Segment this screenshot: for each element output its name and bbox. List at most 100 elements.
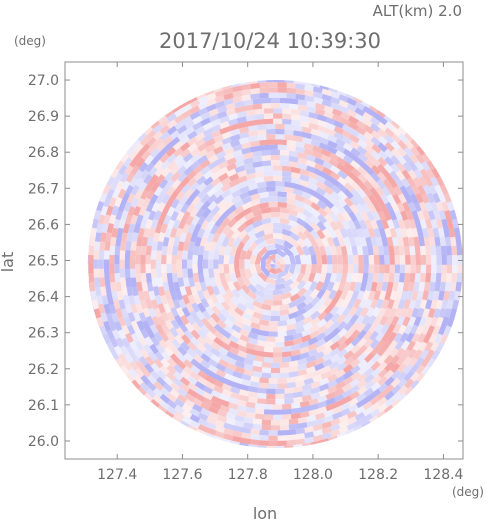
radar-cell (354, 236, 362, 247)
radar-cell (329, 354, 341, 364)
radar-cell (220, 329, 232, 339)
radar-cell (127, 294, 136, 305)
radar-cell (286, 202, 297, 211)
radar-cell (451, 299, 459, 311)
radar-cell (283, 340, 294, 347)
radar-cell (318, 383, 330, 392)
radar-cell (334, 381, 346, 391)
radar-cell (270, 305, 281, 311)
radar-cell (192, 254, 198, 265)
radar-cell (98, 349, 108, 361)
radar-cell (322, 172, 334, 182)
radar-cell (111, 187, 121, 199)
radar-cell (435, 201, 444, 213)
radar-cell (245, 412, 256, 419)
radar-cell (352, 254, 359, 265)
radar-cell (199, 401, 211, 411)
radar-cell (310, 386, 321, 395)
radar-cell (190, 302, 200, 313)
radar-cell (88, 272, 95, 283)
radar-cell (252, 208, 263, 217)
radar-cell (199, 359, 211, 369)
radar-cell (164, 171, 175, 182)
radar-cell (136, 131, 148, 142)
radar-cell (370, 374, 382, 385)
radar-cell (303, 288, 314, 299)
radar-cell (277, 92, 288, 99)
radar-cell (137, 227, 145, 238)
radar-cell (377, 307, 387, 319)
radar-cell (316, 318, 328, 329)
radar-cell (183, 165, 195, 176)
radar-cell (340, 272, 348, 283)
radar-cell (324, 213, 334, 224)
radar-cell (228, 172, 240, 182)
radar-cell (234, 165, 246, 174)
radar-cell (236, 110, 248, 118)
radar-cell (456, 273, 463, 284)
radar-cell (386, 236, 394, 247)
radar-cell (415, 364, 426, 376)
radar-cell (248, 67, 258, 73)
radar-cell (170, 306, 179, 318)
radar-cell (238, 447, 249, 449)
radar-cell (228, 340, 240, 350)
radar-cell (194, 386, 206, 397)
radar-cell (224, 272, 232, 283)
radar-cell (363, 387, 374, 398)
radar-cell (457, 316, 463, 328)
radar-cell (142, 111, 154, 122)
radar-cell (322, 166, 333, 176)
radar-cell (317, 207, 328, 218)
radar-cell (288, 300, 299, 309)
radar-cell (430, 316, 439, 328)
radar-cell (356, 145, 368, 156)
radar-cell (410, 138, 421, 150)
radar-cell (429, 281, 436, 293)
radar-cell (172, 147, 184, 158)
radar-cell (317, 125, 328, 134)
radar-cell (354, 101, 366, 111)
radar-cell (270, 315, 281, 322)
radar-cell (362, 330, 373, 342)
radar-cell (350, 351, 362, 362)
radar-cell (183, 158, 194, 170)
radar-cell (436, 254, 442, 265)
radar-cell (91, 217, 100, 229)
radar-cell (108, 213, 117, 225)
radar-cell (398, 273, 406, 284)
radar-cell (205, 421, 217, 431)
radar-cell (292, 188, 304, 197)
radar-cell (128, 393, 140, 404)
radar-cell (367, 227, 376, 239)
radar-cell (230, 139, 241, 148)
radar-cell (363, 172, 374, 183)
radar-cell (160, 350, 171, 362)
radar-cell (389, 254, 395, 265)
radar-cell (124, 268, 131, 278)
radar-cell (247, 449, 257, 455)
radar-cell (128, 222, 136, 234)
radar-cell (257, 124, 268, 131)
radar-cell (397, 406, 409, 417)
radar-cell (336, 313, 347, 325)
radar-cell (268, 320, 278, 327)
radar-cell (410, 146, 421, 158)
radar-cell (140, 254, 146, 265)
radar-cell (302, 245, 311, 256)
radar-cell (383, 163, 394, 174)
radar-cell (259, 191, 270, 199)
radar-cell (293, 73, 303, 79)
radar-cell (231, 370, 243, 379)
radar-cell (211, 212, 222, 223)
radar-cell (205, 416, 217, 425)
radar-cell (338, 414, 349, 424)
radar-cell (275, 243, 286, 251)
radar-cell (225, 288, 235, 300)
radar-cell (367, 272, 374, 283)
radar-cell (431, 349, 441, 361)
radar-cell (127, 367, 138, 379)
radar-cell (348, 211, 358, 223)
radar-cell (256, 181, 267, 189)
radar-cell (156, 141, 167, 152)
